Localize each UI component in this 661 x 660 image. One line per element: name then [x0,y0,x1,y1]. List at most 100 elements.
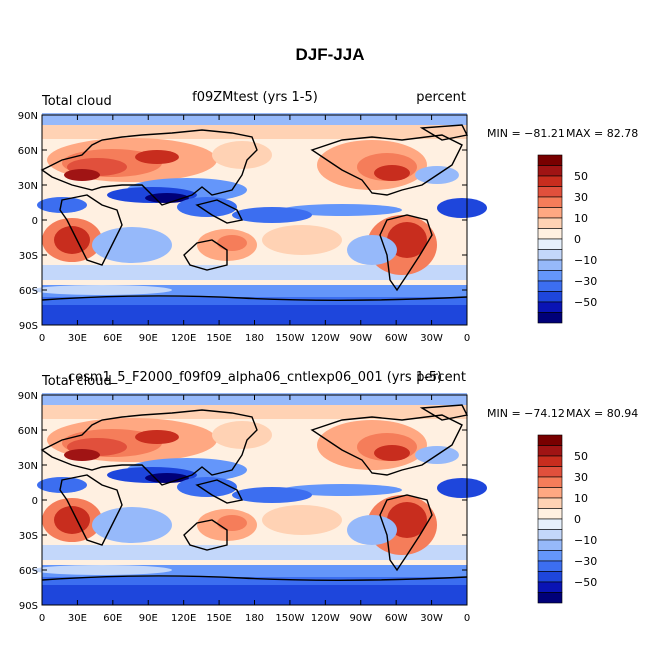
panel-2-colorbar-swatch [537,581,563,593]
panel-2-colorbar-label: 10 [574,492,588,505]
panel-2-lon-tick-label: 90W [349,613,372,624]
panel-1-colorbar-swatch [537,280,563,292]
panel-2-colorbar-swatch [537,539,563,551]
panel-2-lon-tick-label: 180 [245,613,264,624]
panel-1-max-label: MAX = 82.78 [566,127,638,140]
panel-2-lat-tick-label: 30S [19,531,38,542]
panel-2-colorbar-swatch [537,455,563,467]
panel-1-lon-tick-label: 30W [420,333,443,344]
panel-2-colorbar-swatch [537,445,563,457]
panel-1-colorbar-label: 10 [574,212,588,225]
panel-1-center-title: f09ZMtest (yrs 1-5) [192,90,318,105]
panel-2-colorbar-label: −30 [574,555,597,568]
panel-1: Total cloud f09ZMtest (yrs 1-5) percent [18,90,638,344]
panel-1-left-title: Total cloud [41,94,112,109]
panel-1-colorbar-label: 50 [574,170,588,183]
panel-2-colorbar-swatch [537,560,563,572]
panel-2-right-title: percent [416,370,466,385]
panel-1-right-title: percent [416,90,466,105]
panel-1-colorbar-swatch [537,186,563,198]
panel-2-lon-tick-label: 0 [464,613,470,624]
panel-2-colorbar-swatch [537,592,563,604]
panel-1-lat-tick-label: 60N [18,146,38,157]
panel-2-lon-tick-label: 150E [206,613,231,624]
panel-2-colorbar-label: 30 [574,471,588,484]
panel-2-lon-tick-label: 120E [171,613,196,624]
panel-1-lon-tick-label: 60W [385,333,408,344]
panel-2-colorbar-swatch [537,550,563,562]
panel-1-lat-tick-label: 0 [32,216,38,227]
panel-1-colorbar-label: −50 [574,296,597,309]
panel-1-colorbar-swatch [537,154,563,166]
panel-1-colorbar-label: 30 [574,191,588,204]
panel-2-lat-tick-label: 90N [18,391,38,402]
panel-2-center-title: cesm1_5_F2000_f09f09_alpha06_cntlexp06_0… [68,370,442,385]
panel-2-lon-tick-label: 90E [139,613,158,624]
panel-2-lat-tick-label: 0 [32,496,38,507]
panel-2-lon-tick-label: 0 [39,613,45,624]
panel-1-lon-tick-label: 30E [68,333,87,344]
panel-1-lon-tick-label: 150E [206,333,231,344]
panel-2-lon-tick-label: 120W [311,613,340,624]
panel-2-colorbar-swatch [537,497,563,509]
panel-1-lat-tick-label: 30N [18,181,38,192]
panel-1-colorbar-swatch [537,217,563,229]
panel-2-lon-tick-label: 30W [420,613,443,624]
panel-2-colorbar-swatch [537,571,563,583]
panel-1-lat-tick-label: 60S [19,286,38,297]
panel-1-colorbar-swatch [537,301,563,313]
panel-1-colorbar-swatch [537,270,563,282]
panel-1-lon-tick-label: 150W [275,333,304,344]
panel-2-colorbar-swatch [537,518,563,530]
page-title: DJF-JJA [296,45,365,64]
panel-2-lon-tick-label: 150W [275,613,304,624]
panel-1-colorbar-swatch [537,196,563,208]
panel-1-lon-tick-label: 60E [103,333,122,344]
panel-1-colorbar-swatch [537,175,563,187]
panel-1-colorbar-swatch [537,238,563,250]
panel-1-min-label: MIN = −81.21 [487,127,565,140]
panel-1-colorbar-swatch [537,259,563,271]
panel-1-lon-tick-label: 120E [171,333,196,344]
panel-1-lat-tick-label: 90N [18,111,38,122]
panel-1-colorbar-swatch [537,207,563,219]
panel-1-colorbar-label: −30 [574,275,597,288]
panel-1-lon-tick-label: 180 [245,333,264,344]
panel-2-lon-tick-label: 60W [385,613,408,624]
panel-1-colorbar-label: 0 [574,233,581,246]
panel-2-lon-tick-label: 60E [103,613,122,624]
panel-1-lon-tick-label: 90E [139,333,158,344]
panel-2-colorbar-label: −10 [574,534,597,547]
panel-2-coastlines [40,404,469,581]
panel-2-colorbar-swatch [537,434,563,446]
panel-1-lon-tick-label: 0 [464,333,470,344]
panel-2-max-label: MAX = 80.94 [566,407,638,420]
panel-1-colorbar-swatch [537,165,563,177]
panel-2-colorbar-label: 50 [574,450,588,463]
panel-2-min-label: MIN = −74.12 [487,407,565,420]
panel-2-lat-tick-label: 60N [18,426,38,437]
panel-2-colorbar-label: 0 [574,513,581,526]
panel-2-lon-tick-label: 30E [68,613,87,624]
panel-1-colorbar-swatch [537,291,563,303]
panel-1-colorbar-label: −10 [574,254,597,267]
panel-2-colorbar-swatch [537,529,563,541]
panel-2: Total cloud cesm1_5_F2000_f09f09_alpha06… [18,370,638,624]
panel-2-colorbar-swatch [537,487,563,499]
panel-1-colorbar-swatch [537,228,563,240]
panel-2-colorbar: 50 30 10 0 −10 −30 −50 [537,434,597,604]
panel-2-colorbar-swatch [537,466,563,478]
panel-1-lon-tick-label: 90W [349,333,372,344]
panel-2-lat-tick-label: 60S [19,566,38,577]
panel-2-lat-tick-label: 30N [18,461,38,472]
panel-2-colorbar-label: −50 [574,576,597,589]
panel-1-colorbar-swatch [537,312,563,324]
panel-2-lat-tick-label: 90S [19,601,38,612]
panel-2-colorbar-swatch [537,508,563,520]
